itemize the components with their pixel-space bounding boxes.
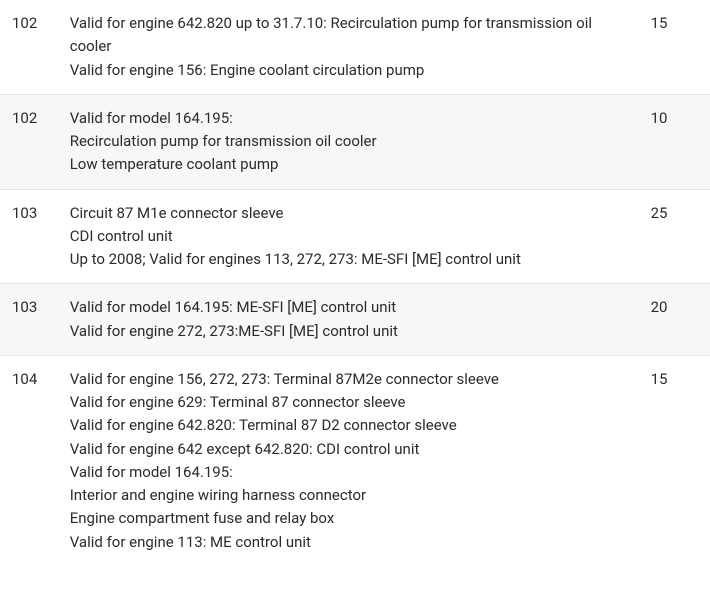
row-description: Circuit 87 M1e connector sleeveCDI contr… [62, 189, 641, 284]
description-line: Valid for engine 642 except 642.820: CDI… [70, 438, 631, 461]
row-value: 15 [641, 0, 710, 94]
description-line: Valid for model 164.195: ME-SFI [ME] con… [70, 296, 631, 319]
row-id: 102 [0, 0, 62, 94]
table-row: 102Valid for engine 642.820 up to 31.7.1… [0, 0, 710, 94]
description-line: Engine compartment fuse and relay box [70, 507, 631, 530]
description-line: Valid for model 164.195: [70, 107, 631, 130]
description-line: Valid for engine 272, 273:ME-SFI [ME] co… [70, 320, 631, 343]
row-id: 103 [0, 189, 62, 284]
table-row: 104 Valid for engine 156, 272, 273: Termi… [0, 355, 710, 566]
description-line: Valid for engine 629: Terminal 87 connec… [70, 391, 631, 414]
row-description: Valid for model 164.195: ME-SFI [ME] con… [62, 284, 641, 356]
table-row: 103 Valid for model 164.195: ME-SFI [ME] … [0, 284, 710, 356]
row-description: Valid for model 164.195:Recirculation pu… [62, 94, 641, 189]
description-line: Valid for engine 642.820 up to 31.7.10: … [70, 12, 631, 59]
description-line: Interior and engine wiring harness conne… [70, 484, 631, 507]
data-table: 102Valid for engine 642.820 up to 31.7.1… [0, 0, 710, 566]
row-description: Valid for engine 156, 272, 273: Terminal… [62, 355, 641, 566]
row-id: 103 [0, 284, 62, 356]
description-line: Valid for engine 156, 272, 273: Terminal… [70, 368, 631, 391]
description-line: Valid for engine 156: Engine coolant cir… [70, 59, 631, 82]
description-line: Recirculation pump for transmission oil … [70, 130, 631, 153]
row-value: 20 [641, 284, 710, 356]
description-line: Up to 2008; Valid for engines 113, 272, … [70, 248, 631, 271]
row-description: Valid for engine 642.820 up to 31.7.10: … [62, 0, 641, 94]
table-row: 103Circuit 87 M1e connector sleeveCDI co… [0, 189, 710, 284]
description-line: Valid for engine 113: ME control unit [70, 531, 631, 554]
row-value: 15 [641, 355, 710, 566]
description-line: Valid for engine 642.820: Terminal 87 D2… [70, 414, 631, 437]
description-line: Circuit 87 M1e connector sleeve [70, 202, 631, 225]
description-line: Low temperature coolant pump [70, 153, 631, 176]
row-id: 102 [0, 94, 62, 189]
row-value: 25 [641, 189, 710, 284]
description-line: Valid for model 164.195: [70, 461, 631, 484]
row-id: 104 [0, 355, 62, 566]
row-value: 10 [641, 94, 710, 189]
description-line: CDI control unit [70, 225, 631, 248]
table-row: 102Valid for model 164.195:Recirculation… [0, 94, 710, 189]
